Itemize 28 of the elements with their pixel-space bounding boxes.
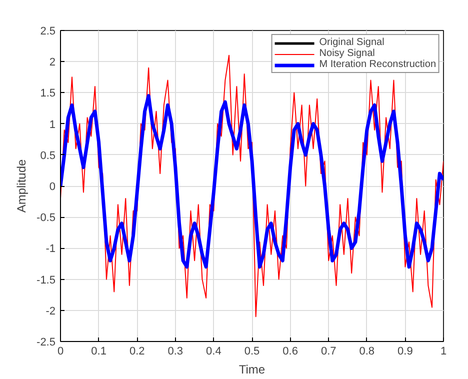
x-tick-label: 0.8 xyxy=(359,346,375,358)
line-series xyxy=(60,94,444,269)
x-tick-label: 0.9 xyxy=(398,346,413,358)
y-tick-label: -0.5 xyxy=(36,212,56,224)
x-tick-label: 0.6 xyxy=(282,346,298,358)
y-tick-label: -2.5 xyxy=(36,336,56,348)
y-axis-title: Amplitude xyxy=(14,158,29,213)
y-tick-label: 0 xyxy=(49,181,56,193)
y-tick-label: 2 xyxy=(49,56,56,69)
y-tick-label: 2.5 xyxy=(40,26,56,38)
x-tick-label: 0.2 xyxy=(129,346,145,358)
x-tick-label: 0.3 xyxy=(168,346,184,358)
y-tick-label: 1 xyxy=(49,118,56,131)
x-tick-label: 1 xyxy=(440,346,447,358)
legend-label: Original Signal xyxy=(319,37,384,48)
y-tick-label: 0.5 xyxy=(40,150,56,162)
y-tick-label: -1.5 xyxy=(36,274,56,286)
x-axis-title: Time xyxy=(238,362,266,376)
y-tick-label: -1 xyxy=(46,243,56,256)
x-tick-label: 0.7 xyxy=(320,346,336,358)
y-tick-label: 1.5 xyxy=(40,88,56,100)
x-tick-label: 0.5 xyxy=(244,346,260,358)
x-tick-label: 0.1 xyxy=(91,346,106,358)
legend-label: M Iteration Reconstruction xyxy=(319,59,436,70)
legend-label: Noisy Signal xyxy=(319,48,375,59)
x-tick-label: 0 xyxy=(57,346,64,358)
y-tick-label: -2 xyxy=(46,305,56,318)
x-tick-label: 0.4 xyxy=(206,346,222,358)
